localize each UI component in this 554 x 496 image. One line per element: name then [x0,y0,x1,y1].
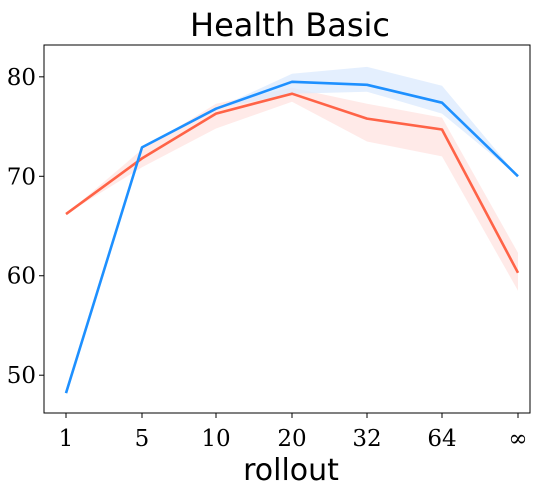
series-2-line [64,80,519,394]
x-axis: 1 5 10 20 32 64 ∞ [59,413,528,452]
y-tick-label: 50 [7,363,36,389]
y-tick-label: 70 [7,164,36,190]
series-lines [64,80,520,394]
series-1-band [66,87,518,291]
x-axis-label: rollout [243,453,339,488]
y-tick-label: 60 [7,264,36,290]
series-1-line [65,92,520,274]
y-tick-label: 80 [7,65,36,91]
x-tick-label: 64 [427,426,456,452]
x-tick-label: 1 [59,426,74,452]
x-tick-label: 20 [277,426,306,452]
chart-title: Health Basic [190,6,390,44]
series-2-band [66,66,518,394]
confidence-bands [66,66,518,394]
plot-frame [43,44,531,414]
x-tick-label: ∞ [508,426,527,452]
x-tick-label: 5 [135,426,150,452]
y-axis: 50 60 70 80 [7,65,44,389]
x-tick-label: 32 [352,426,381,452]
x-tick-label: 10 [201,426,230,452]
